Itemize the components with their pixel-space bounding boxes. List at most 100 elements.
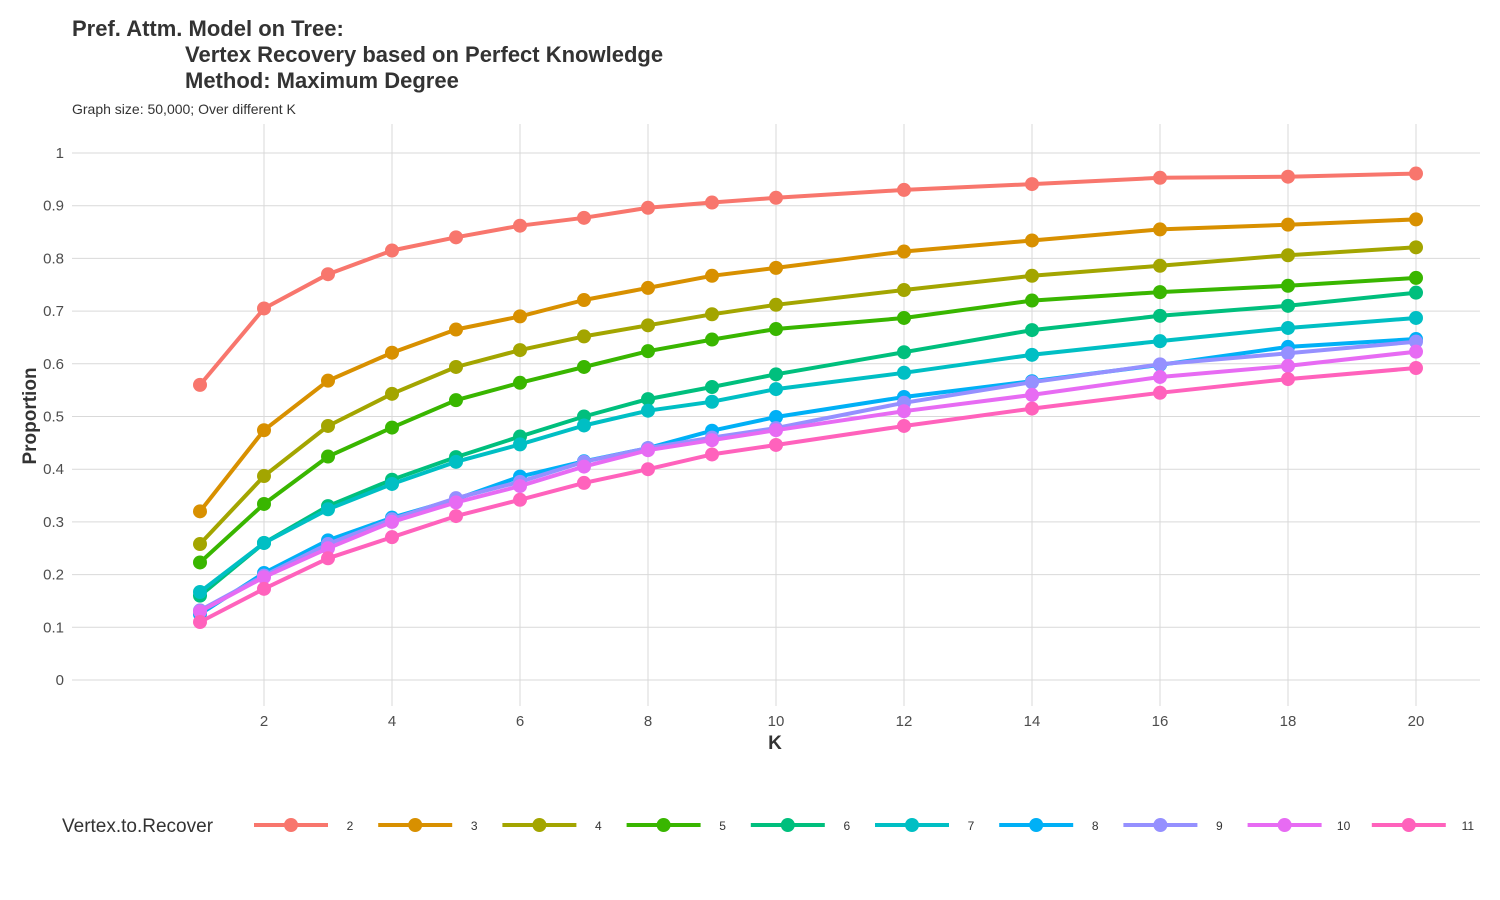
data-point <box>1281 372 1295 387</box>
data-point <box>449 393 463 408</box>
data-point <box>1409 212 1423 227</box>
data-point <box>1409 361 1423 376</box>
legend-key-marker <box>656 818 671 832</box>
data-point <box>705 332 719 347</box>
data-point <box>193 504 207 519</box>
data-point <box>1153 357 1167 372</box>
data-point <box>705 447 719 462</box>
data-point <box>449 359 463 374</box>
data-point <box>513 492 527 507</box>
data-point <box>641 318 655 333</box>
data-point <box>1153 222 1167 237</box>
y-tick-label: 0.8 <box>43 250 64 267</box>
data-point <box>321 541 335 556</box>
data-point <box>1409 240 1423 255</box>
legend-item-11: 11 <box>1371 818 1475 833</box>
data-point <box>1153 258 1167 273</box>
data-point <box>641 392 655 407</box>
data-point <box>705 433 719 448</box>
legend-item-10: 10 <box>1247 818 1351 833</box>
data-point <box>193 377 207 392</box>
data-point <box>1153 385 1167 400</box>
data-point <box>705 394 719 409</box>
y-tick-label: 0 <box>56 672 64 689</box>
data-point <box>321 502 335 517</box>
data-point <box>449 322 463 337</box>
data-point <box>769 423 783 438</box>
x-tick-label: 12 <box>896 713 913 730</box>
x-tick-label: 8 <box>644 713 652 730</box>
data-point <box>577 418 591 433</box>
series-11 <box>193 361 1423 630</box>
y-tick-label: 0.4 <box>43 461 64 478</box>
data-point <box>641 462 655 477</box>
legend-key-marker <box>1029 818 1044 832</box>
y-tick-label: 0.1 <box>43 619 64 636</box>
data-point <box>1153 285 1167 300</box>
y-tick-label: 0.5 <box>43 409 64 426</box>
legend-item-4: 4 <box>502 818 602 833</box>
series-10 <box>193 344 1423 619</box>
series-line-11 <box>198 366 1418 624</box>
data-point <box>577 359 591 374</box>
legend-label: 4 <box>595 819 602 833</box>
data-point <box>1409 166 1423 181</box>
data-point <box>385 476 399 491</box>
data-point <box>769 437 783 452</box>
legend-key-marker <box>1401 818 1416 832</box>
series-7 <box>193 310 1423 599</box>
x-tick-label: 16 <box>1152 713 1169 730</box>
data-point <box>641 200 655 215</box>
series-line-8 <box>198 337 1418 617</box>
data-point <box>1409 334 1423 349</box>
data-point <box>577 459 591 474</box>
data-point <box>193 604 207 619</box>
data-point <box>257 469 271 484</box>
legend-label: 7 <box>968 819 975 833</box>
data-point <box>257 570 271 585</box>
data-point <box>1153 170 1167 185</box>
data-point <box>577 210 591 225</box>
legend-label: 9 <box>1216 819 1223 833</box>
data-point <box>641 344 655 359</box>
x-axis-title: K <box>768 733 782 754</box>
series-4 <box>193 240 1423 552</box>
data-point <box>385 514 399 529</box>
data-point <box>257 496 271 511</box>
data-point <box>705 268 719 283</box>
data-point <box>577 475 591 490</box>
series-line-4 <box>198 245 1418 546</box>
legend-items: 2 3 4 5 6 7 8 9 10 11 <box>254 818 1474 833</box>
data-point <box>321 551 335 566</box>
data-point <box>513 218 527 233</box>
data-point <box>449 509 463 524</box>
data-point <box>257 423 271 438</box>
legend-label: 2 <box>347 819 354 833</box>
data-point <box>257 301 271 316</box>
data-point <box>1281 217 1295 232</box>
y-tick-label: 1 <box>56 145 64 162</box>
data-point <box>897 244 911 259</box>
data-point <box>769 410 783 425</box>
data-point <box>1025 177 1039 192</box>
data-point <box>705 195 719 210</box>
data-point <box>1281 358 1295 373</box>
data-point <box>1281 346 1295 361</box>
data-point <box>705 307 719 322</box>
data-point <box>769 382 783 397</box>
data-point <box>513 479 527 494</box>
data-point <box>513 343 527 358</box>
data-point <box>449 454 463 469</box>
x-tick-label: 4 <box>388 713 396 730</box>
data-point <box>385 420 399 435</box>
series-3 <box>193 212 1423 519</box>
legend-key-marker <box>1153 818 1168 832</box>
x-tick-label: 14 <box>1024 713 1041 730</box>
legend-key-marker <box>780 818 795 832</box>
data-point <box>1281 169 1295 184</box>
legend-item-6: 6 <box>750 818 850 833</box>
data-point <box>769 322 783 337</box>
legend-label: 6 <box>843 819 850 833</box>
data-point <box>705 379 719 394</box>
legend-label: 11 <box>1462 819 1475 833</box>
